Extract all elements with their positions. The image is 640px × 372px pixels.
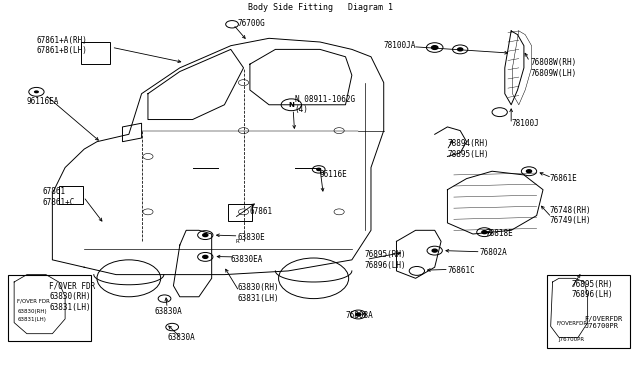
Text: 76895(RH)
76896(LH): 76895(RH) 76896(LH) <box>365 250 406 270</box>
Text: 63830(RH): 63830(RH) <box>17 310 47 314</box>
Text: F/OVERFDR: F/OVERFDR <box>556 320 588 326</box>
Text: 96116E: 96116E <box>320 170 348 179</box>
Text: 76808W(RH)
76809W(LH): 76808W(RH) 76809W(LH) <box>531 58 577 77</box>
Circle shape <box>356 313 361 316</box>
Text: 63830A: 63830A <box>154 307 182 316</box>
Text: 67861+A(RH)
67861+B(LH): 67861+A(RH) 67861+B(LH) <box>36 36 87 55</box>
Text: 76748(RH)
76749(LH): 76748(RH) 76749(LH) <box>549 206 591 225</box>
Text: R: R <box>236 239 239 244</box>
Text: 96116EA: 96116EA <box>27 97 60 106</box>
Text: 76861E: 76861E <box>549 174 577 183</box>
Circle shape <box>34 90 39 93</box>
Text: 78100J: 78100J <box>511 119 539 128</box>
Text: 76802A: 76802A <box>479 248 507 257</box>
Circle shape <box>527 170 532 173</box>
Text: 63830(RH)
63831(LH): 63830(RH) 63831(LH) <box>237 283 279 303</box>
Text: 63830E: 63830E <box>237 233 265 242</box>
Circle shape <box>432 249 437 252</box>
Text: F/OVERFDR
J76700PR: F/OVERFDR J76700PR <box>584 316 623 329</box>
Text: 76808A: 76808A <box>346 311 373 320</box>
Circle shape <box>431 46 438 49</box>
Text: 63830A: 63830A <box>167 333 195 342</box>
Text: 63830EA: 63830EA <box>231 255 263 264</box>
Text: 78100JA: 78100JA <box>384 41 416 50</box>
Text: 67861
67861+C: 67861 67861+C <box>43 187 75 207</box>
Text: 76895(RH)
76896(LH): 76895(RH) 76896(LH) <box>572 280 613 299</box>
Circle shape <box>203 234 208 237</box>
Text: 76700G: 76700G <box>237 19 265 28</box>
Text: 76861C: 76861C <box>447 266 475 275</box>
Text: N 08911-1062G
(4): N 08911-1062G (4) <box>294 95 355 115</box>
Text: 78818E: 78818E <box>486 230 513 238</box>
Text: J76700PR: J76700PR <box>559 337 585 342</box>
Text: 67861: 67861 <box>250 207 273 217</box>
Circle shape <box>203 256 208 259</box>
Circle shape <box>482 231 487 234</box>
Circle shape <box>458 48 463 51</box>
Text: F/OVER FDR: F/OVER FDR <box>17 298 50 303</box>
Text: F/OVER FDR
63830(RH)
63831(LH): F/OVER FDR 63830(RH) 63831(LH) <box>49 282 95 312</box>
Text: Body Side Fitting   Diagram 1: Body Side Fitting Diagram 1 <box>248 3 392 12</box>
Text: N: N <box>289 102 294 108</box>
Text: 78894(RH)
78895(LH): 78894(RH) 78895(LH) <box>447 140 489 159</box>
Text: 63831(LH): 63831(LH) <box>17 317 46 322</box>
Circle shape <box>317 168 321 170</box>
